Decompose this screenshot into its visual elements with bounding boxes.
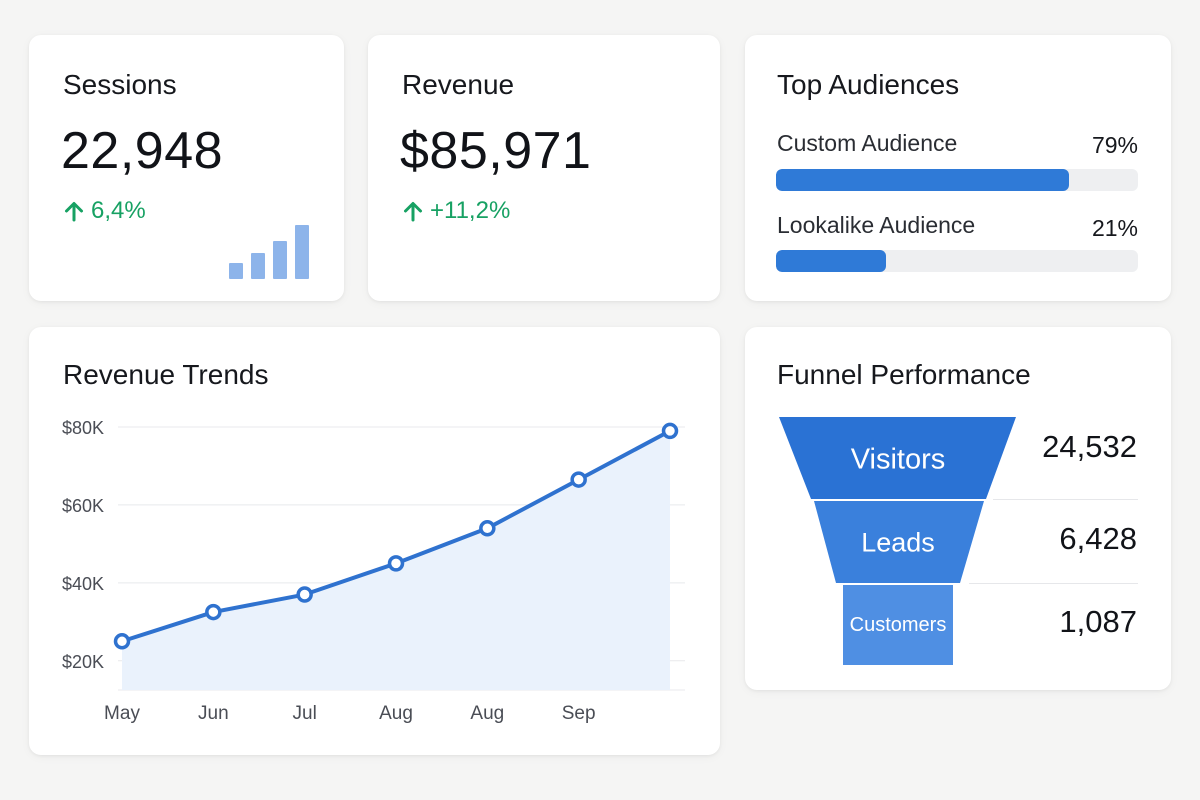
x-tick-label: May xyxy=(104,703,140,724)
data-point xyxy=(296,586,313,603)
funnel-stage-leads xyxy=(814,501,984,583)
revenue-delta: +11,2% xyxy=(402,197,510,225)
revenue-trends-card: Revenue Trends $80K $60K $40K $20K May Jun Jul… xyxy=(29,327,720,755)
funnel-stage-label: Leads xyxy=(861,528,935,558)
y-tick-label: $80K xyxy=(62,418,104,438)
y-tick-label: $20K xyxy=(62,652,104,672)
y-tick-label: $60K xyxy=(62,496,104,516)
revenue-value: $85,971 xyxy=(400,122,592,180)
audience-percent-lookalike: 21% xyxy=(1091,215,1138,241)
audience-label-lookalike: Lookalike Audience xyxy=(777,212,976,238)
revenue-trends-chart: $80K $60K $40K $20K May Jun Jul Aug Aug Sep xyxy=(62,418,685,724)
funnel-stage-customers xyxy=(843,585,953,665)
sessions-trend-bars xyxy=(229,223,311,279)
sessions-value: 22,948 xyxy=(61,122,224,180)
audience-bar-lookalike xyxy=(776,250,1138,272)
sessions-trend-bar xyxy=(295,225,309,279)
data-point xyxy=(387,555,405,572)
audience-percent-custom: 79% xyxy=(1091,132,1138,158)
funnel-performance-card: Funnel Performance Visitors Leads Customer… xyxy=(745,327,1171,690)
sessions-trend-bar xyxy=(273,241,287,279)
funnel-value-leads: 6,428 xyxy=(1059,521,1137,556)
data-point xyxy=(661,422,679,440)
revenue-card: Revenue $85,971 +11,2% xyxy=(368,35,720,301)
x-tick-label: Sep xyxy=(562,703,596,724)
x-tick-label: Aug xyxy=(379,703,413,724)
sessions-trend-bar xyxy=(251,253,265,279)
arrow-up-icon xyxy=(402,200,424,222)
top-audiences-card: Top Audiences Custom Audience 79% Lookal… xyxy=(745,35,1171,301)
funnel-stage-label: Visitors xyxy=(851,443,946,475)
area-fill xyxy=(122,430,670,690)
sessions-card: Sessions 22,948 6,4% xyxy=(29,35,344,301)
x-tick-label: Aug xyxy=(470,703,504,724)
funnel-performance-title: Funnel Performance xyxy=(777,359,1031,390)
funnel-graphic: Visitors Leads Customers xyxy=(779,417,1016,665)
funnel-value-visitors: 24,532 xyxy=(1042,429,1137,464)
sessions-delta: 6,4% xyxy=(63,197,146,225)
audience-bar-fill-custom xyxy=(776,169,1070,191)
funnel-value-customers: 1,087 xyxy=(1059,604,1137,639)
data-point xyxy=(205,603,222,621)
sessions-title: Sessions xyxy=(63,69,177,100)
funnel-stage-label: Customers xyxy=(850,614,947,636)
funnel-divider xyxy=(969,583,1138,584)
funnel-stage-visitors xyxy=(779,417,1016,499)
data-point xyxy=(479,520,496,537)
audience-bar-custom xyxy=(776,169,1138,191)
top-audiences-title: Top Audiences xyxy=(777,69,960,100)
data-point xyxy=(570,471,587,488)
revenue-title: Revenue xyxy=(402,69,515,100)
revenue-trends-title: Revenue Trends xyxy=(63,359,269,390)
audience-bar-fill-lookalike xyxy=(776,250,887,272)
audience-label-custom: Custom Audience xyxy=(777,130,958,156)
revenue-delta-value: +11,2% xyxy=(430,197,511,224)
x-tick-label: Jun xyxy=(198,703,229,724)
sessions-trend-bar xyxy=(229,263,243,279)
funnel-divider xyxy=(993,499,1138,500)
arrow-up-icon xyxy=(63,200,85,222)
y-tick-label: $40K xyxy=(62,574,104,594)
sessions-delta-value: 6,4% xyxy=(91,197,146,224)
x-tick-label: Jul xyxy=(293,703,317,724)
data-point xyxy=(113,633,131,650)
